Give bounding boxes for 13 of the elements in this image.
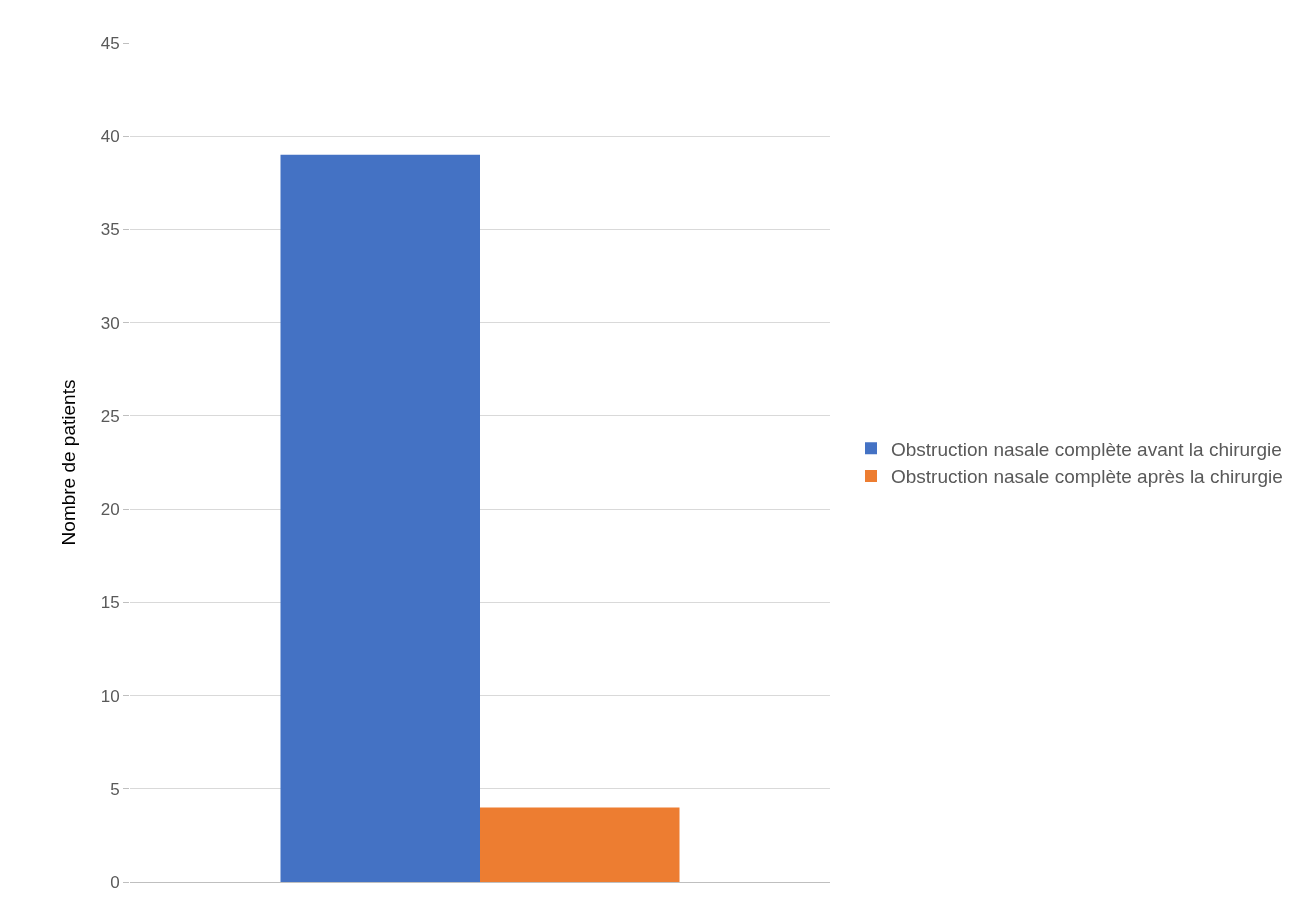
y-tick-label: 0 bbox=[110, 872, 120, 892]
y-tick-label: 25 bbox=[100, 406, 120, 426]
y-tick-label: 10 bbox=[100, 686, 120, 706]
y-tick-label: 30 bbox=[100, 313, 120, 333]
y-tick-label: 40 bbox=[100, 127, 120, 147]
legend-label: Obstruction nasale complète après la chirurgie bbox=[891, 466, 1283, 488]
y-axis-title: Nombre de patients bbox=[57, 379, 79, 546]
legend-label: Obstruction nasale complète avant la chirurgie bbox=[891, 438, 1282, 460]
y-tick-label: 35 bbox=[100, 220, 120, 240]
y-tick-label: 5 bbox=[110, 779, 120, 799]
y-tick-label: 15 bbox=[100, 593, 120, 613]
y-tick-label: 20 bbox=[100, 500, 120, 520]
y-tick-label: 45 bbox=[100, 33, 120, 53]
